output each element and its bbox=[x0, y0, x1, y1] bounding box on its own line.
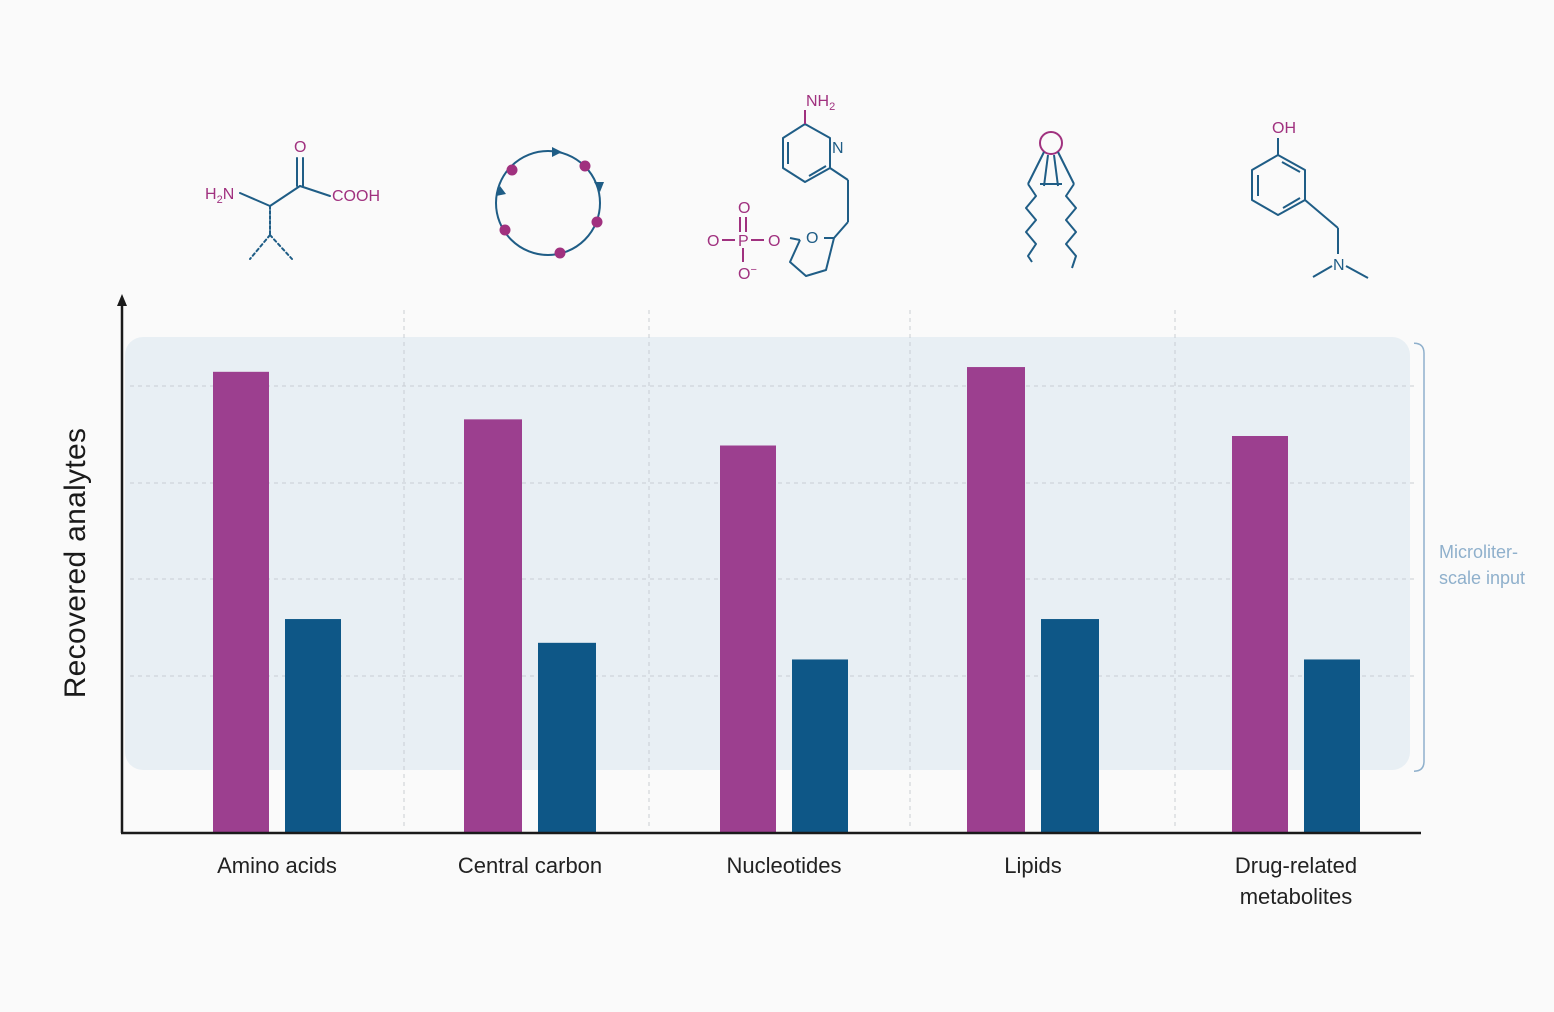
y-axis-arrow bbox=[117, 294, 127, 306]
amino-acid-group: COOH bbox=[332, 188, 380, 205]
bar-series-2-cat-3 bbox=[792, 659, 848, 833]
phosphate-o-right: O bbox=[768, 233, 780, 250]
category-labels: Amino acids Central carbon Nucleotides Lipi… bbox=[217, 853, 1357, 909]
bar-series-1-cat-5 bbox=[1232, 435, 1288, 833]
nucleotide-amine-label: NH2 bbox=[806, 93, 835, 113]
bar-series-1-cat-2 bbox=[464, 419, 522, 833]
category-label-2: Central carbon bbox=[458, 853, 602, 878]
annotation-line-2: scale input bbox=[1439, 568, 1525, 588]
bar-series-2-cat-2 bbox=[538, 642, 596, 833]
category-label-1: Amino acids bbox=[217, 853, 337, 878]
nucleotide-structure-icon: NH2 N O O P O O O− bbox=[707, 93, 849, 283]
drug-hydroxyl: OH bbox=[1272, 120, 1296, 137]
category-label-3: Nucleotides bbox=[727, 853, 842, 878]
drug-structure-icon: OH N bbox=[1251, 120, 1369, 279]
bars-group bbox=[213, 367, 1360, 833]
nucleotide-ring-n: N bbox=[832, 140, 844, 157]
amino-acid-structure-icon: O H2N COOH bbox=[205, 139, 380, 260]
y-axis-label: Recovered analytes bbox=[59, 428, 92, 699]
lipid-structure-icon bbox=[1025, 131, 1077, 269]
central-carbon-cycle-icon bbox=[495, 143, 604, 259]
category-label-4: Lipids bbox=[1004, 853, 1061, 878]
nucleotide-ring-o: O bbox=[806, 230, 818, 247]
phosphate-o-top: O bbox=[738, 200, 750, 217]
bar-series-2-cat-5 bbox=[1304, 659, 1360, 833]
phosphate-p: P bbox=[738, 233, 749, 250]
bar-series-2-cat-4 bbox=[1041, 619, 1099, 833]
axes bbox=[117, 294, 1421, 835]
phosphate-o-bottom: O− bbox=[738, 264, 757, 283]
bar-series-1-cat-4 bbox=[967, 367, 1025, 833]
band-bracket bbox=[1413, 342, 1425, 772]
bar-series-1-cat-1 bbox=[213, 371, 269, 833]
amino-carbonyl-o: O bbox=[294, 139, 306, 156]
bar-series-2-cat-1 bbox=[285, 619, 341, 833]
band-annotation: Microliter- scale input bbox=[1413, 342, 1525, 772]
vertical-gridlines bbox=[403, 310, 1176, 830]
annotation-line-1: Microliter- bbox=[1439, 542, 1518, 562]
drug-amine-n: N bbox=[1333, 257, 1345, 274]
category-label-5: Drug-related metabolites bbox=[1235, 853, 1357, 909]
phosphate-o-left: O bbox=[707, 233, 719, 250]
amino-amine-label: H2N bbox=[205, 186, 234, 206]
bar-series-1-cat-3 bbox=[720, 445, 776, 833]
